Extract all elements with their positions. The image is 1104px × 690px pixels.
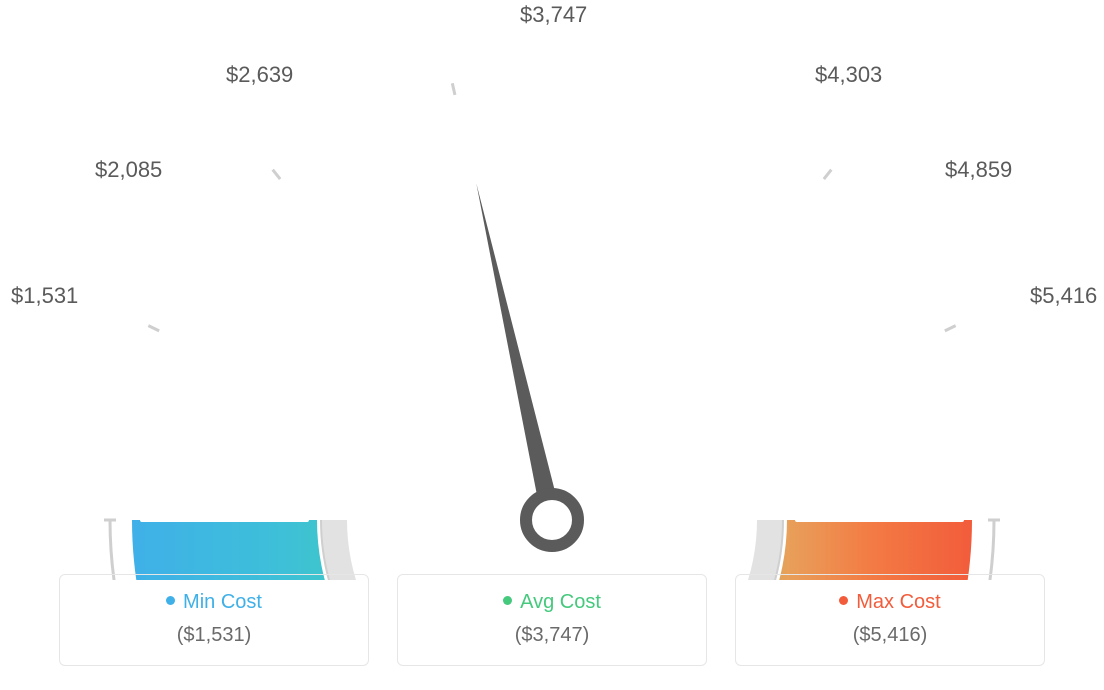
dot-icon: [839, 596, 848, 605]
legend-min-title: Min Cost: [60, 591, 368, 614]
gauge-chart: $1,531 $2,085 $2,639 $3,747 $4,303 $4,859 $5,4…: [0, 0, 1104, 560]
gauge-tick-label: $1,531: [11, 283, 78, 309]
legend-avg: Avg Cost ($3,747): [397, 574, 707, 666]
gauge-tick-label: $5,416: [1030, 283, 1097, 309]
legend-min-label: Min Cost: [183, 591, 262, 613]
legend-max-title: Max Cost: [736, 591, 1044, 614]
gauge-tick-label: $4,303: [815, 62, 882, 88]
legend-min-value: ($1,531): [60, 624, 368, 647]
legend-max-value: ($5,416): [736, 624, 1044, 647]
gauge-tick-label: $4,859: [945, 157, 1012, 183]
gauge-tick-label: $2,639: [226, 62, 293, 88]
legend-avg-value: ($3,747): [398, 624, 706, 647]
legend-min: Min Cost ($1,531): [59, 574, 369, 666]
gauge-tick-label: $2,085: [95, 157, 162, 183]
dot-icon: [503, 596, 512, 605]
legend-avg-title: Avg Cost: [398, 591, 706, 614]
legend-row: Min Cost ($1,531) Avg Cost ($3,747) Max …: [59, 574, 1045, 666]
gauge-tick-label: $3,747: [520, 2, 587, 28]
legend-max-label: Max Cost: [856, 591, 940, 613]
gauge-svg: [0, 20, 1104, 580]
legend-avg-label: Avg Cost: [520, 591, 601, 613]
dot-icon: [166, 596, 175, 605]
legend-max: Max Cost ($5,416): [735, 574, 1045, 666]
